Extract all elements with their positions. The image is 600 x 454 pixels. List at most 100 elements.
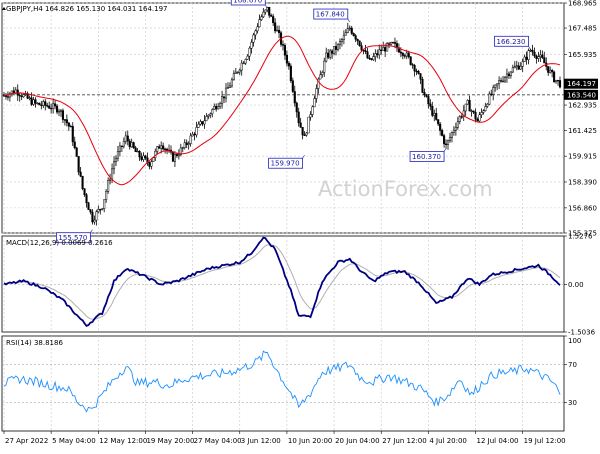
candle-body [285,54,288,64]
candle-body [342,34,345,40]
candle-body [203,120,206,125]
callout-leader [90,229,93,233]
candle-body [256,26,259,32]
x-tick-label: 27 Apr 2022 [5,437,48,445]
candle-body [529,49,532,52]
candle-body [372,56,375,61]
candle-body [209,113,212,116]
candle-body [309,114,312,118]
candle-body [454,127,457,131]
candle-body [162,145,165,150]
candle-body [71,126,74,143]
candle-body [338,41,342,45]
macd-y-tick-label: 0.00 [568,281,584,289]
candle-body [511,67,514,73]
candle-body [295,102,298,113]
candle-body [535,55,538,59]
candle-body [429,103,432,107]
candle-body [55,105,59,113]
candle-body [59,110,63,112]
candle-body [344,32,347,36]
candle-body [272,16,275,23]
pane-frame-macd [1,235,565,333]
candle-body [219,103,222,107]
rsi-y-tick-label: 30 [568,399,577,407]
candle-body [358,40,361,47]
candle-body [500,80,503,82]
x-tick-label: 19 Jul 12:00 [524,437,566,445]
x-tick-label: 12 Jul 04:00 [477,437,519,445]
candle-body [213,106,216,110]
candle-body [399,51,402,54]
candle-body [386,43,389,52]
candle-body [407,52,410,58]
candle-body [523,56,526,62]
candle-body [478,114,481,122]
candle-body [354,35,357,40]
candle-body [183,142,186,148]
candle-body [549,70,552,73]
candle-body [329,50,332,58]
candle-body [175,154,178,157]
candle-body [376,53,379,56]
x-tick-label: 12 May 12:00 [99,437,147,445]
candle-body [6,96,9,98]
candle-body [380,49,383,51]
candle-body [289,65,292,81]
candle-body [246,55,249,60]
candle-body [317,78,320,89]
candle-body [415,70,418,73]
candle-body [238,69,241,73]
candle-body [352,33,355,36]
candle-body [30,97,33,105]
candle-body [226,87,230,89]
candle-body [334,46,338,50]
candle-body [472,110,475,113]
candle-body [95,211,98,221]
candle-body [370,58,373,61]
candle-body [185,142,188,145]
x-tick-label: 10 Jun 20:00 [288,437,332,445]
candle-body [177,154,180,157]
candle-body [293,91,296,104]
candle-body [197,123,200,128]
candle-body [307,116,310,134]
candle-body [79,171,82,177]
candle-body [103,199,106,209]
candle-body [543,57,546,64]
candle-body [262,11,265,18]
candle-body [505,73,509,78]
candle-body [128,140,131,148]
candle-body [20,95,23,98]
candle-body [67,122,70,127]
candle-body [173,154,176,162]
price-callout-box [409,151,445,162]
candle-body [228,85,231,88]
candle-body [388,43,391,45]
candle-body [281,44,285,46]
candle-body [112,161,116,170]
candle-body [221,96,224,104]
candle-body [89,209,92,213]
candle-body [87,202,90,210]
candle-body [230,79,233,87]
x-tick-label: 27 May 04:00 [194,437,242,445]
candle-body [476,118,479,122]
candle-body [336,44,340,50]
candle-body [44,101,47,106]
candle-body [46,105,49,107]
main-y-tick-label: 162.935 [568,102,597,110]
candle-body [401,52,404,56]
candle-body [132,142,135,148]
candle-body [423,92,426,96]
candle-body [441,130,444,136]
candle-body [458,116,461,122]
candle-body [533,51,536,57]
candle-body [466,100,469,105]
level-price-tag [564,89,598,100]
candle-body [105,191,108,200]
x-tick-label: 20 Jun 04:00 [335,437,379,445]
price-callout-box [494,35,529,47]
candle-body [484,106,487,111]
rsi-title: RSI(14) 38.8186 [6,339,63,347]
